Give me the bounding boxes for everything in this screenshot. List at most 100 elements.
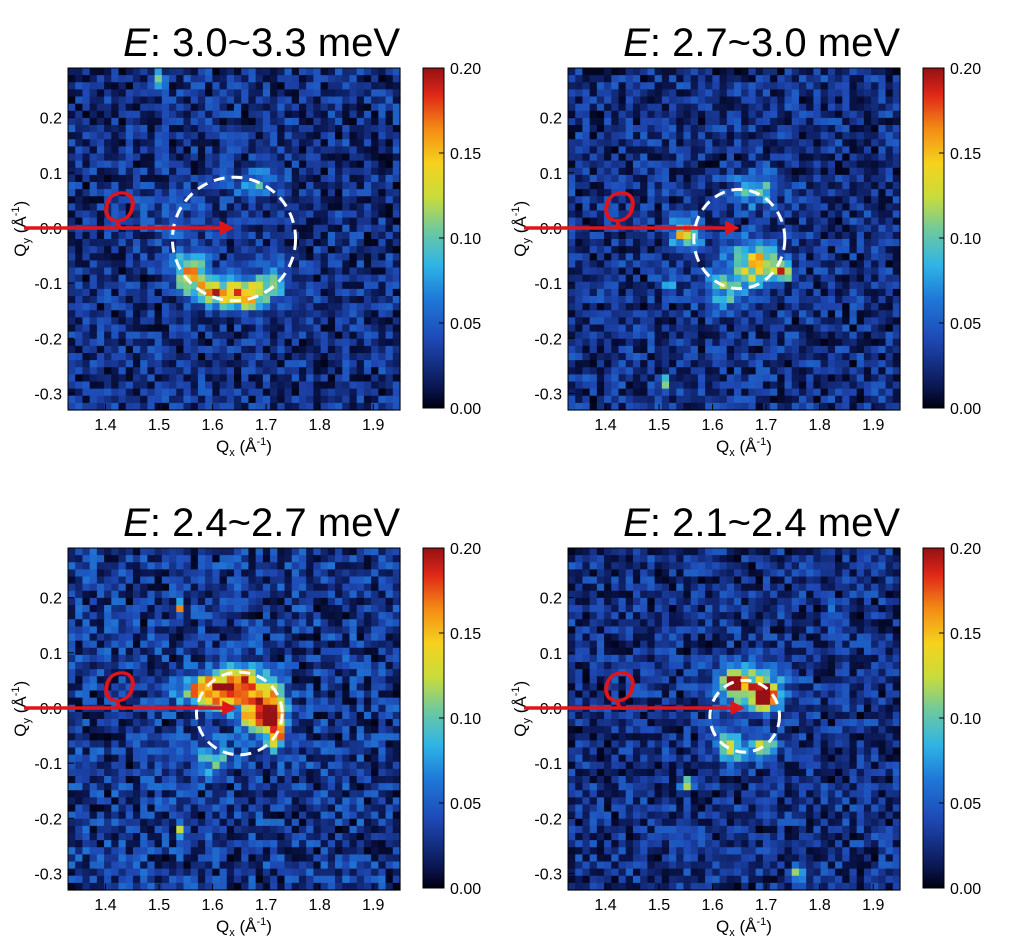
heatmap-cell — [96, 367, 105, 375]
heatmap-cell — [262, 110, 271, 119]
heatmap-cell — [849, 331, 858, 340]
heatmap-cell — [291, 612, 300, 620]
heatmap-cell — [270, 267, 278, 276]
heatmap-cell — [683, 395, 692, 404]
heatmap-cell — [849, 231, 858, 240]
heatmap-cell — [625, 360, 634, 368]
heatmap-cell — [589, 310, 598, 318]
heatmap-cell — [676, 338, 685, 347]
heatmap-cell — [212, 590, 221, 599]
heatmap-cell — [871, 117, 879, 126]
heatmap-cell — [748, 96, 757, 105]
heatmap-cell — [712, 353, 721, 361]
heatmap-cell — [392, 569, 401, 578]
heatmap-cell — [183, 174, 192, 183]
heatmap-cell — [284, 381, 293, 390]
heatmap-cell — [625, 395, 634, 404]
heatmap-cell — [835, 281, 843, 290]
heatmap-cell — [378, 189, 387, 197]
heatmap-cell — [827, 303, 836, 311]
heatmap-cell — [726, 217, 735, 226]
heatmap-cell — [575, 253, 584, 261]
heatmap-cell — [871, 317, 879, 326]
heatmap-cell — [392, 96, 401, 105]
heatmap-cell — [798, 210, 807, 219]
heatmap-cell — [68, 160, 76, 169]
heatmap-cell — [661, 253, 670, 261]
heatmap-cell — [371, 267, 379, 276]
heatmap-cell — [371, 353, 379, 361]
heatmap-cell — [118, 239, 127, 247]
heatmap-cell — [661, 182, 670, 190]
heatmap-cell — [125, 374, 134, 383]
heatmap-cell — [234, 388, 242, 397]
heatmap-cell — [154, 562, 163, 570]
heatmap-cell — [755, 345, 764, 354]
heatmap-cell — [270, 296, 278, 304]
heatmap-cell — [226, 167, 235, 176]
y-axis-ticks: 0.20.10.0-0.1-0.2-0.3 — [34, 111, 74, 403]
heatmap-cell — [241, 132, 250, 140]
heatmap-cell — [640, 324, 648, 333]
heatmap-cell — [363, 68, 372, 76]
heatmap-cell — [596, 139, 605, 147]
heatmap-cell — [320, 196, 329, 204]
heatmap-cell — [241, 189, 250, 197]
heatmap-cell — [183, 367, 192, 375]
heatmap-cell — [291, 117, 300, 126]
heatmap-cell — [104, 89, 112, 98]
heatmap-cell — [335, 182, 343, 190]
heatmap-cell — [140, 288, 148, 297]
heatmap-cell — [212, 324, 221, 333]
heatmap-cell — [741, 296, 750, 304]
heatmap-cell — [820, 303, 829, 311]
heatmap-cell — [640, 103, 648, 112]
heatmap-cell — [212, 605, 221, 613]
heatmap-cell — [306, 281, 314, 290]
heatmap-cell — [89, 68, 98, 76]
heatmap-cell — [313, 296, 322, 304]
heatmap-cell — [392, 303, 401, 311]
heatmap-cell — [82, 395, 91, 404]
heatmap-cell — [661, 281, 670, 290]
heatmap-cell — [654, 253, 663, 261]
heatmap-cell — [719, 217, 728, 226]
heatmap-cell — [342, 146, 351, 155]
heatmap-cell — [705, 374, 713, 383]
heatmap-cell — [291, 324, 300, 333]
heatmap-cell — [284, 146, 293, 155]
heatmap-cell — [96, 562, 105, 570]
heatmap-cell — [306, 189, 314, 197]
heatmap-cell — [791, 345, 800, 354]
heatmap-cell — [262, 345, 271, 354]
heatmap-cell — [683, 338, 692, 347]
heatmap-cell — [320, 82, 329, 90]
heatmap-cell — [676, 331, 685, 340]
heatmap-cell — [356, 103, 365, 112]
heatmap-cell — [878, 160, 887, 169]
heatmap-cell — [89, 548, 98, 556]
heatmap-cell — [604, 374, 612, 383]
heatmap-cell — [647, 110, 656, 119]
heatmap-cell — [871, 281, 879, 290]
heatmap-cell — [654, 260, 663, 269]
heatmap-cell — [356, 388, 365, 397]
heatmap-cell — [313, 374, 322, 383]
heatmap-cell — [363, 125, 372, 133]
heatmap-cell — [190, 189, 199, 197]
heatmap-cell — [820, 260, 829, 269]
heatmap-cell — [241, 324, 250, 333]
heatmap-cell — [705, 68, 713, 76]
heatmap-cell — [291, 217, 300, 226]
heatmap-cell — [582, 110, 591, 119]
heatmap-cell — [277, 224, 286, 233]
heatmap-cell — [863, 395, 872, 404]
heatmap-cell — [392, 125, 401, 133]
heatmap-cell — [284, 82, 293, 90]
heatmap-cell — [697, 317, 706, 326]
heatmap-cell — [806, 267, 814, 276]
heatmap-cell — [748, 196, 757, 204]
heatmap-cell — [378, 174, 387, 183]
heatmap-cell — [392, 210, 401, 219]
heatmap-cell — [741, 395, 750, 404]
